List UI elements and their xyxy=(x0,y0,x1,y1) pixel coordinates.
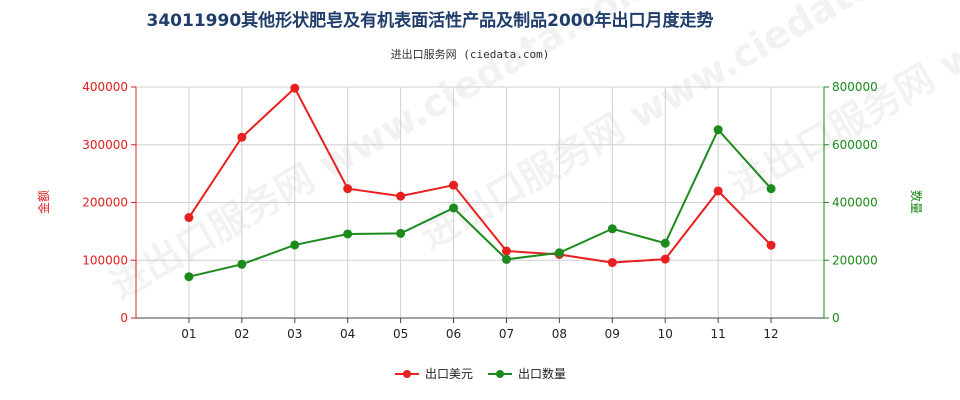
x-tick-label: 04 xyxy=(340,327,355,341)
series-0-point-01 xyxy=(184,213,194,223)
right-tick-label: 0 xyxy=(832,311,840,325)
series-0-point-05 xyxy=(396,191,406,201)
series-line-0 xyxy=(188,86,772,264)
right-tick-label: 200000 xyxy=(832,253,878,267)
legend-marker-0 xyxy=(403,370,411,378)
x-tick-label: 10 xyxy=(658,327,673,341)
x-tick-label: 03 xyxy=(287,327,302,341)
series-line-1 xyxy=(188,127,772,278)
legend-label-1: 出口数量 xyxy=(518,366,566,381)
x-tick-label: 07 xyxy=(499,327,514,341)
series-0-point-04 xyxy=(343,184,353,194)
chart-subtitle: 进出口服务网 (ciedata.com) xyxy=(391,47,550,61)
left-tick-label: 300000 xyxy=(82,138,128,152)
x-tick-label: 06 xyxy=(446,327,461,341)
series-0-point-10 xyxy=(660,254,670,264)
series-0-point-03 xyxy=(290,83,300,93)
grid xyxy=(136,86,824,319)
left-axis-label: 金额 xyxy=(36,190,51,214)
series-0-point-06 xyxy=(449,180,459,190)
legend-marker-1 xyxy=(496,370,504,378)
series-0-point-12 xyxy=(766,240,776,250)
right-tick-label: 800000 xyxy=(832,80,878,94)
series-1-point-10 xyxy=(660,238,670,248)
series-0-point-07 xyxy=(501,246,511,256)
series-1-point-08 xyxy=(554,248,564,258)
x-tick-label: 08 xyxy=(552,327,567,341)
series-1-point-03 xyxy=(290,240,300,250)
x-tick-label: 02 xyxy=(234,327,249,341)
left-tick-label: 400000 xyxy=(82,80,128,94)
x-tick-label: 11 xyxy=(711,327,726,341)
axes: 0 100000 200000 300000 400000 0 200000 400000 60… xyxy=(82,80,878,341)
legend: 出口美元 出口数量 xyxy=(395,366,566,381)
series-1-point-05 xyxy=(396,228,406,238)
left-tick-label: 200000 xyxy=(82,196,128,210)
right-tick-label: 600000 xyxy=(832,138,878,152)
series-0-point-11 xyxy=(713,186,723,196)
series-0-point-02 xyxy=(237,132,247,142)
series-1-point-04 xyxy=(343,229,353,239)
left-tick-label: 100000 xyxy=(82,253,128,267)
series-0-point-09 xyxy=(607,258,617,268)
series-1-point-02 xyxy=(237,259,247,269)
series-1-point-11 xyxy=(713,125,723,135)
series-1-point-07 xyxy=(501,254,511,264)
legend-label-0: 出口美元 xyxy=(425,367,473,381)
x-tick-label: 12 xyxy=(763,327,778,341)
x-tick-label: 05 xyxy=(393,327,408,341)
series-1-point-06 xyxy=(449,203,459,213)
series-1-point-01 xyxy=(184,272,194,282)
series xyxy=(184,83,776,282)
x-tick-label: 01 xyxy=(181,327,196,341)
series-1-point-09 xyxy=(607,224,617,234)
right-tick-label: 400000 xyxy=(832,196,878,210)
right-axis-label: 数量 xyxy=(909,190,924,214)
x-tick-label: 09 xyxy=(605,327,620,341)
left-tick-label: 0 xyxy=(120,311,128,325)
chart-title: 34011990其他形状肥皂及有机表面活性产品及制品2000年出口月度走势 xyxy=(147,10,714,31)
series-1-point-12 xyxy=(766,184,776,194)
